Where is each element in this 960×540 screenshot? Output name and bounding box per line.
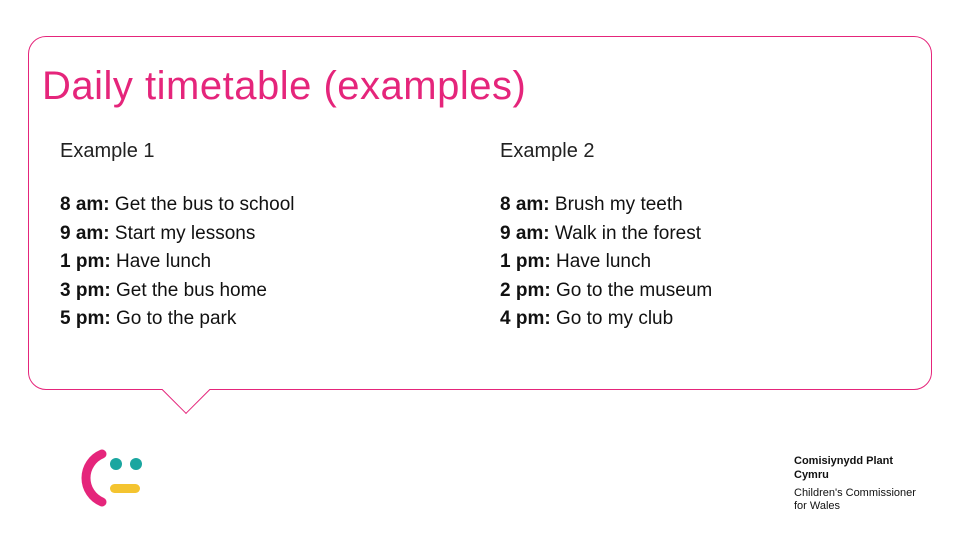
example-column: Example 1 8 am: Get the bus to school 9 … xyxy=(60,140,480,334)
page-title: Daily timetable (examples) xyxy=(42,64,526,109)
timetable-entry: 3 pm: Get the bus home xyxy=(60,277,480,306)
timetable-entry: 8 am: Get the bus to school xyxy=(60,191,480,220)
timetable-entry: 9 am: Start my lessons xyxy=(60,220,480,249)
footer-welsh: Comisiynydd Plant Cymru xyxy=(794,455,924,483)
commissioner-logo-icon xyxy=(78,440,150,512)
column-heading: Example 2 xyxy=(500,140,920,163)
timetable-entry: 1 pm: Have lunch xyxy=(500,248,920,277)
speech-notch xyxy=(162,366,210,414)
footer-english: Children's Commissioner for Wales xyxy=(794,487,924,515)
example-column: Example 2 8 am: Brush my teeth 9 am: Wal… xyxy=(500,140,920,334)
timetable-entry: 1 pm: Have lunch xyxy=(60,248,480,277)
column-heading: Example 1 xyxy=(60,140,480,163)
timetable-entry: 4 pm: Go to my club xyxy=(500,305,920,334)
timetable-entry: 9 am: Walk in the forest xyxy=(500,220,920,249)
footer-attribution: Comisiynydd Plant Cymru Children's Commi… xyxy=(794,455,924,514)
columns-container: Example 1 8 am: Get the bus to school 9 … xyxy=(60,140,920,334)
timetable-entry: 5 pm: Go to the park xyxy=(60,305,480,334)
timetable-entry: 2 pm: Go to the museum xyxy=(500,277,920,306)
timetable-entry: 8 am: Brush my teeth xyxy=(500,191,920,220)
